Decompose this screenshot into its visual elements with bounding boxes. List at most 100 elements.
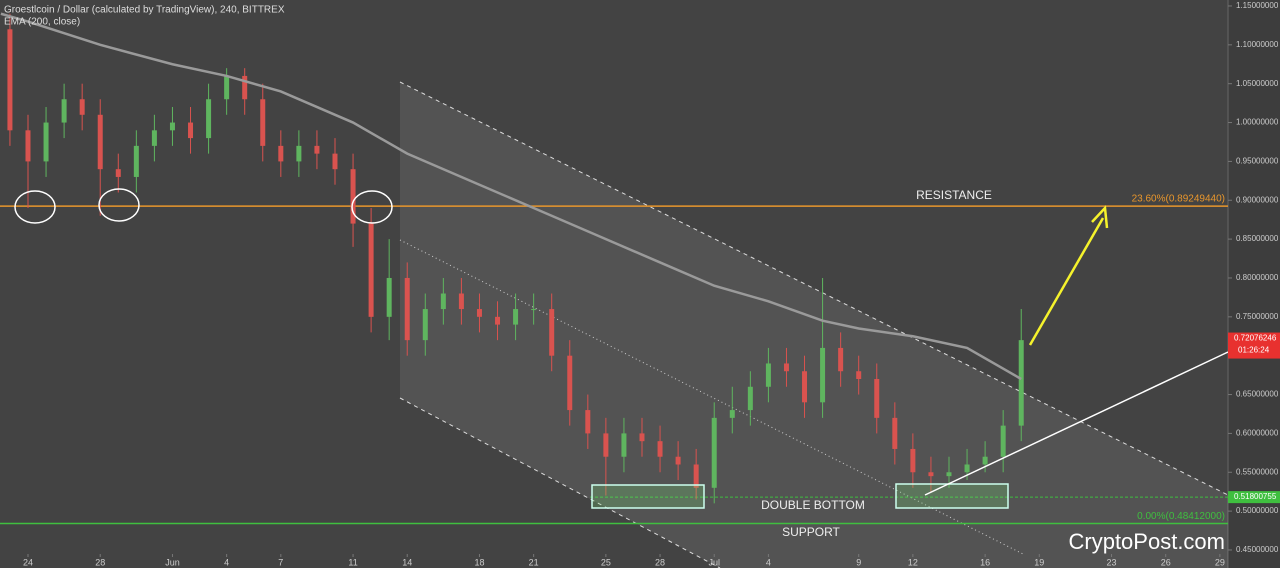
- channel-mid: [399, 239, 1026, 556]
- x-tick-label: 11: [348, 557, 357, 567]
- x-tick-label: Jun: [165, 557, 180, 567]
- level-label: 0.00%(0.48412000): [1137, 511, 1225, 522]
- y-tick-label: 0.90000000: [1236, 195, 1279, 204]
- y-tick-label: 0.45000000: [1236, 545, 1279, 554]
- x-tick-label: 19: [1034, 557, 1044, 567]
- candle-body: [404, 277, 410, 341]
- channel-upper: [399, 81, 1229, 496]
- candle-body: [224, 75, 230, 100]
- candle-body: [657, 441, 663, 457]
- price-axis: [1228, 0, 1280, 568]
- y-tick-label: 1.05000000: [1236, 79, 1279, 88]
- y-tick-label: 1.15000000: [1236, 1, 1279, 10]
- circle: [98, 188, 140, 222]
- candle-body: [133, 145, 139, 177]
- y-tick-label: 1.10000000: [1236, 40, 1279, 49]
- x-tick-label: 28: [655, 557, 665, 567]
- trend-line: [924, 351, 1229, 496]
- y-tick-label: 0.50000000: [1236, 506, 1279, 515]
- candle-body: [783, 363, 789, 372]
- box: [591, 484, 705, 509]
- candle-body: [1018, 340, 1024, 426]
- x-tick-label: 4: [766, 557, 771, 567]
- candle-body: [314, 145, 320, 154]
- price-tag-label: 0.72076246: [1234, 334, 1277, 343]
- y-tick-label: 0.75000000: [1236, 312, 1279, 321]
- candle-body: [296, 145, 302, 162]
- candle-body: [820, 347, 826, 403]
- x-tick-label: 14: [402, 557, 412, 567]
- y-tick-label: 0.85000000: [1236, 234, 1279, 243]
- candle-body: [188, 122, 194, 139]
- candle-body: [7, 29, 13, 131]
- candle-body: [25, 130, 31, 162]
- x-tick-label: 9: [856, 557, 861, 567]
- candle-body: [621, 433, 627, 457]
- candle-body: [910, 448, 916, 473]
- x-tick-label: 16: [980, 557, 990, 567]
- y-tick-label: 0.60000000: [1236, 429, 1279, 438]
- candle-body: [458, 293, 464, 310]
- price-tag: [1228, 332, 1280, 359]
- candle-body: [838, 347, 844, 372]
- candle-body: [278, 145, 284, 162]
- annotation: DOUBLE BOTTOM: [761, 498, 865, 512]
- candle-body: [567, 355, 573, 411]
- candle-body: [603, 433, 609, 457]
- candle-body: [765, 363, 771, 387]
- candle-body: [856, 371, 862, 380]
- candle-body: [61, 99, 67, 123]
- price-tag: [1228, 491, 1280, 504]
- candle-body: [892, 417, 898, 449]
- candle-body: [639, 433, 645, 442]
- candle-body: [43, 122, 49, 162]
- candle-body: [711, 417, 717, 488]
- candle-body: [513, 309, 519, 325]
- annotation: RESISTANCE: [916, 188, 992, 202]
- candle-body: [946, 472, 952, 477]
- candle-body: [476, 309, 482, 317]
- candle-body: [151, 130, 157, 146]
- candle-body: [386, 277, 392, 317]
- candle-body: [332, 153, 338, 170]
- y-tick-label: 0.55000000: [1236, 467, 1279, 476]
- x-tick-label: 29: [1215, 557, 1225, 567]
- candle-body: [1000, 425, 1006, 457]
- candle-body: [79, 99, 85, 115]
- candle-body: [802, 371, 808, 403]
- level-label: 23.60%(0.89249440): [1132, 194, 1225, 205]
- arrow: [1028, 217, 1105, 346]
- x-tick-label: 18: [474, 557, 484, 567]
- candle-body: [585, 410, 591, 434]
- arrow-head: [1091, 205, 1109, 229]
- candle-body: [495, 316, 501, 325]
- candle-body: [97, 114, 103, 170]
- candle-body: [260, 99, 266, 146]
- circle: [351, 190, 393, 224]
- x-tick-label: 26: [1161, 557, 1171, 567]
- y-tick-label: 0.95000000: [1236, 157, 1279, 166]
- candle-body: [964, 464, 970, 473]
- circle: [14, 190, 56, 224]
- candle-body: [982, 456, 988, 465]
- candle-body: [350, 169, 356, 224]
- x-tick-label: 25: [601, 557, 611, 567]
- candle-body: [928, 472, 934, 477]
- x-tick-label: 7: [278, 557, 283, 567]
- candle-body: [242, 75, 248, 100]
- candle-body: [729, 410, 735, 418]
- candle-body: [874, 379, 880, 418]
- x-tick-label: 23: [1107, 557, 1117, 567]
- indicator-label: EMA (200, close): [4, 17, 80, 28]
- x-tick-label: Jul: [708, 557, 720, 567]
- x-tick-label: 24: [23, 557, 33, 567]
- candle-body: [531, 309, 537, 311]
- box: [895, 483, 1009, 509]
- candle-body: [549, 309, 555, 356]
- price-timer: 01:26:24: [1238, 346, 1270, 355]
- y-tick-label: 0.80000000: [1236, 273, 1279, 282]
- candle-body: [206, 99, 212, 139]
- candle-body: [169, 122, 175, 131]
